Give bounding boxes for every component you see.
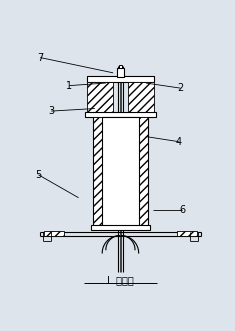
Text: 4: 4 bbox=[176, 137, 182, 147]
Bar bbox=[87, 76, 154, 82]
Bar bbox=[44, 231, 64, 236]
Bar bbox=[91, 225, 150, 230]
Text: 3: 3 bbox=[48, 106, 54, 116]
Bar bbox=[85, 112, 156, 118]
Text: 6: 6 bbox=[179, 206, 185, 215]
Text: 1: 1 bbox=[66, 80, 73, 91]
Text: 2: 2 bbox=[177, 83, 184, 93]
Bar bbox=[119, 65, 122, 68]
Bar bbox=[176, 231, 196, 236]
Bar bbox=[93, 118, 102, 226]
Text: 5: 5 bbox=[35, 170, 42, 180]
Text: I  附放大: I 附放大 bbox=[107, 275, 134, 285]
Bar bbox=[128, 82, 154, 114]
Text: 7: 7 bbox=[37, 53, 43, 63]
Bar bbox=[102, 118, 139, 226]
Bar bbox=[117, 68, 124, 77]
Bar bbox=[87, 82, 113, 114]
Bar bbox=[139, 118, 148, 226]
